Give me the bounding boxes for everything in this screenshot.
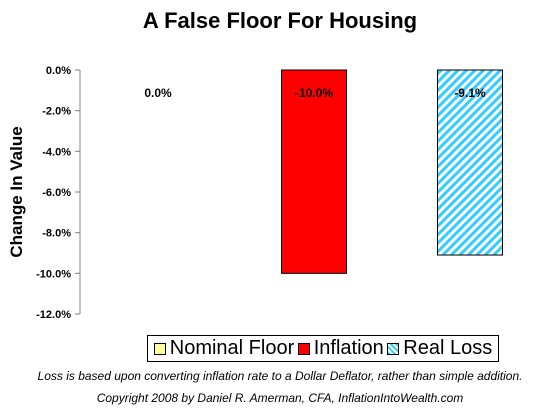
bar-real-loss [437,69,503,256]
legend-item-real-loss: Real Loss [387,337,492,360]
legend-label-inflation: Inflation [313,337,384,359]
legend-label-real-loss: Real Loss [403,337,493,359]
footnote-copyright: Copyright 2008 by Daniel R. Amerman, CFA… [96,391,464,405]
y-tick-label: -12.0% [36,309,71,321]
data-label-real-loss: -9.1% [454,86,486,100]
chart-title: A False Floor For Housing [142,8,418,33]
y-tick-label: -4.0% [42,146,71,158]
bar-inflation [281,69,347,274]
legend-item-nominal-floor: Nominal Floor [153,337,295,360]
y-tick-label: -6.0% [42,187,71,199]
legend-swatch-inflation [297,342,310,355]
legend: Nominal Floor Inflation Real Loss [147,335,499,362]
data-label-nominal-floor: 0.0% [144,86,172,100]
y-tick-label: -2.0% [42,106,71,118]
legend-item-inflation: Inflation [297,337,384,360]
data-label-inflation: -10.0% [295,86,333,100]
legend-swatch-real-loss [387,342,400,355]
y-tick-label: -10.0% [36,268,71,280]
legend-swatch-nominal-floor [153,342,166,355]
footnote-method: Loss is based upon converting inflation … [37,369,523,383]
y-tick-label: 0.0% [46,65,71,77]
y-tick-label: -8.0% [42,228,71,240]
legend-label-nominal-floor: Nominal Floor [169,337,295,359]
